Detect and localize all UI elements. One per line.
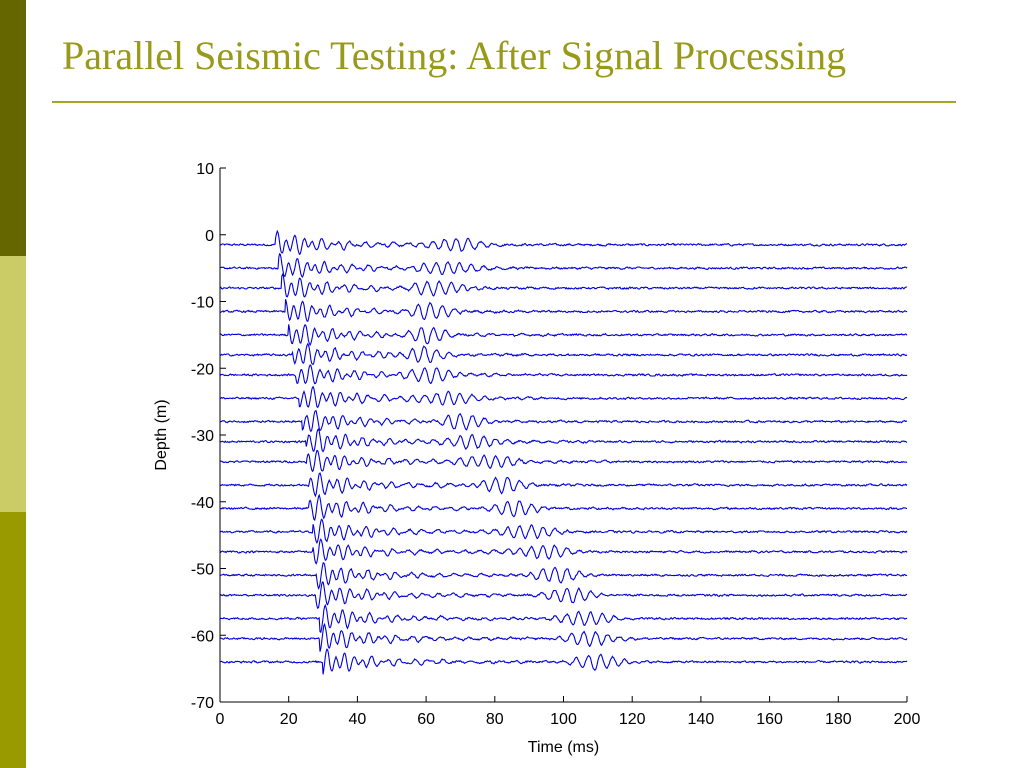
seismic-trace	[219, 428, 908, 453]
x-tick-label: 140	[688, 711, 715, 728]
x-tick-label: 20	[280, 711, 298, 728]
seismic-trace	[220, 493, 907, 522]
seismic-trace	[219, 385, 908, 409]
seismic-trace	[219, 622, 908, 652]
x-axis-label: Time (ms)	[528, 739, 599, 756]
seismic-trace	[219, 272, 908, 298]
seismic-trace	[220, 562, 908, 590]
slide-sidebar	[0, 0, 26, 768]
slide-title: Parallel Seismic Testing: After Signal P…	[62, 33, 847, 78]
sidebar-segment-dark	[0, 0, 26, 256]
sidebar-segment-light	[0, 256, 26, 512]
seismic-trace	[219, 342, 908, 366]
x-tick-label: 180	[825, 711, 852, 728]
x-tick-label: 200	[894, 711, 921, 728]
y-tick-label: -50	[191, 562, 214, 579]
title-underline	[52, 101, 956, 103]
seismic-trace	[219, 253, 908, 278]
y-tick-label: -70	[191, 695, 214, 712]
x-tick-label: 100	[550, 711, 577, 728]
y-tick-label: 0	[205, 228, 214, 245]
seismic-trace	[219, 364, 908, 385]
trace-group	[219, 229, 908, 675]
seismic-trace	[219, 410, 908, 433]
x-tick-label: 120	[619, 711, 646, 728]
y-tick-label: -10	[191, 295, 214, 312]
seismic-trace	[219, 648, 908, 675]
y-tick-label: -60	[191, 628, 214, 645]
y-tick-label: -20	[191, 361, 214, 378]
x-tick-label: 0	[216, 711, 225, 728]
seismic-trace	[219, 538, 908, 565]
seismic-trace	[219, 229, 908, 256]
x-tick-label: 80	[486, 711, 504, 728]
y-axis-label: Depth (m)	[153, 399, 170, 470]
seismic-trace	[220, 299, 908, 323]
y-tick-label: -30	[191, 428, 214, 445]
seismic-trace	[219, 603, 908, 634]
x-tick-label: 160	[756, 711, 783, 728]
y-tick-label: 10	[196, 161, 214, 178]
axes-group: 0 20 40 60 80 100 120 140 160 180 200100-10-20-30-…	[153, 161, 920, 756]
x-tick-label: 40	[349, 711, 367, 728]
seismic-trace	[220, 472, 908, 498]
seismic-trace	[219, 581, 908, 610]
y-tick-label: -40	[191, 495, 214, 512]
seismic-trace	[219, 518, 908, 545]
sidebar-segment-mid	[0, 512, 26, 768]
x-tick-label: 60	[417, 711, 435, 728]
seismic-trace	[219, 449, 908, 473]
seismic-trace	[219, 324, 908, 347]
